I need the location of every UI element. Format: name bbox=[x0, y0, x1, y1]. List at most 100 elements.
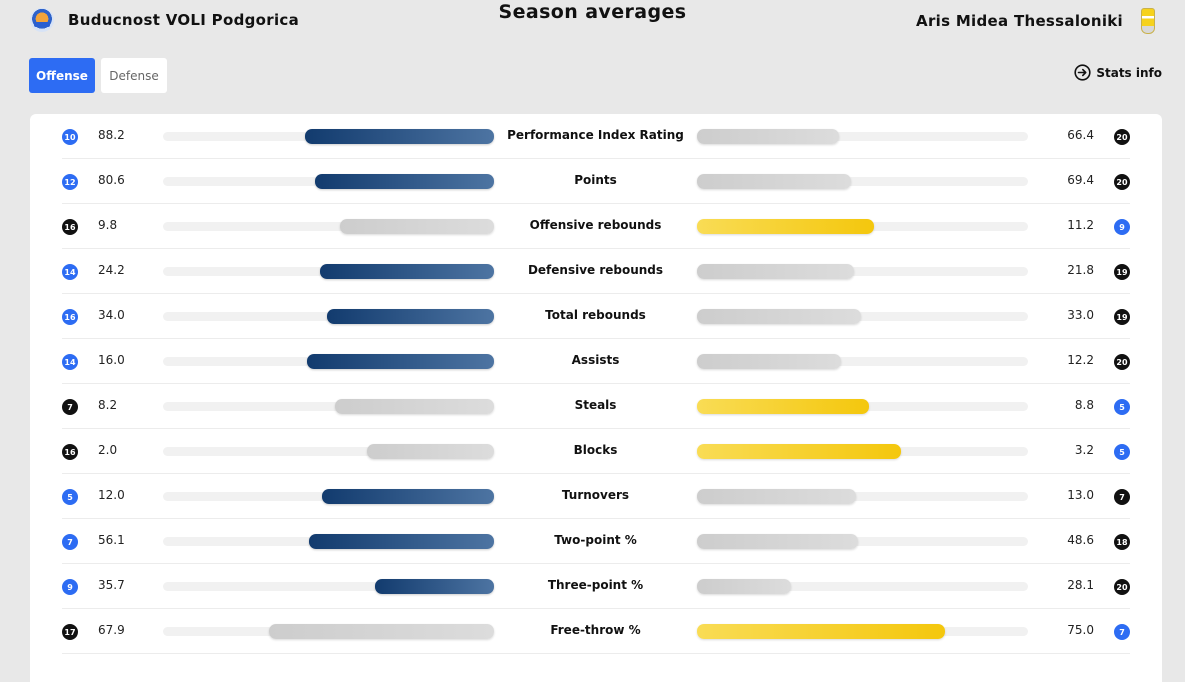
away-stat-bar bbox=[697, 489, 856, 504]
away-stat-bar bbox=[697, 354, 841, 369]
away-stat-bar-track bbox=[697, 579, 1028, 594]
home-rank-badge: 9 bbox=[62, 579, 78, 595]
away-stat-value: 3.2 bbox=[1074, 443, 1094, 457]
stat-row: 5 12.0 Turnovers 13.0 7 bbox=[62, 474, 1130, 519]
stat-row: 12 80.6 Points 69.4 20 bbox=[62, 159, 1130, 204]
home-stat-value: 24.2 bbox=[98, 263, 125, 277]
away-rank-badge: 9 bbox=[1114, 219, 1130, 235]
home-stat-bar-track bbox=[163, 309, 494, 324]
away-stat-bar-track bbox=[697, 534, 1028, 549]
arrow-circle-right-icon bbox=[1074, 64, 1091, 81]
away-stat-value: 11.2 bbox=[1067, 218, 1094, 232]
away-stat-value: 48.6 bbox=[1067, 533, 1094, 547]
away-stat-value: 33.0 bbox=[1067, 308, 1094, 322]
away-stat-bar bbox=[697, 264, 855, 279]
away-stat-bar bbox=[697, 309, 861, 324]
away-team[interactable]: Aris Midea Thessaloniki bbox=[916, 8, 1155, 34]
home-stat-bar bbox=[366, 444, 494, 459]
stat-row: 14 16.0 Assists 12.2 20 bbox=[62, 339, 1130, 384]
home-rank-badge: 16 bbox=[62, 309, 78, 325]
home-stat-value: 12.0 bbox=[98, 488, 125, 502]
away-rank-badge: 18 bbox=[1114, 534, 1130, 550]
home-stat-value: 80.6 bbox=[98, 173, 125, 187]
away-stat-bar-track bbox=[697, 624, 1028, 639]
header: Buducnost VOLI Podgorica Season averages… bbox=[0, 0, 1185, 50]
stat-label: Turnovers bbox=[561, 488, 630, 502]
away-stat-bar-track bbox=[697, 399, 1028, 414]
stat-label: Two-point % bbox=[554, 533, 637, 547]
home-stat-value: 2.0 bbox=[98, 443, 118, 457]
away-stat-value: 21.8 bbox=[1067, 263, 1094, 277]
home-stat-bar bbox=[320, 264, 494, 279]
tab-offense[interactable]: Offense bbox=[29, 58, 95, 93]
away-stat-bar-track bbox=[697, 489, 1028, 504]
stat-label: Assists bbox=[571, 353, 620, 367]
stats-info-link[interactable]: Stats info bbox=[1074, 64, 1162, 81]
away-stat-bar bbox=[697, 534, 858, 549]
away-stat-bar bbox=[697, 129, 840, 144]
home-stat-value: 8.2 bbox=[98, 398, 118, 412]
away-stat-bar-track bbox=[697, 129, 1028, 144]
home-stat-value: 56.1 bbox=[98, 533, 125, 547]
home-rank-badge: 7 bbox=[62, 534, 78, 550]
home-stat-bar-track bbox=[163, 354, 494, 369]
home-rank-badge: 16 bbox=[62, 444, 78, 460]
home-rank-badge: 14 bbox=[62, 354, 78, 370]
away-stat-value: 66.4 bbox=[1067, 128, 1094, 142]
stat-row: 7 56.1 Two-point % 48.6 18 bbox=[62, 519, 1130, 564]
stat-label: Total rebounds bbox=[545, 308, 646, 322]
home-rank-badge: 10 bbox=[62, 129, 78, 145]
home-stat-bar bbox=[307, 354, 494, 369]
away-rank-badge: 5 bbox=[1114, 399, 1130, 415]
away-stat-bar-track bbox=[697, 174, 1028, 189]
away-rank-badge: 20 bbox=[1114, 129, 1130, 145]
home-rank-badge: 5 bbox=[62, 489, 78, 505]
home-stat-value: 35.7 bbox=[98, 578, 125, 592]
home-stat-bar-track bbox=[163, 399, 494, 414]
home-team-logo bbox=[30, 8, 54, 32]
home-stat-value: 67.9 bbox=[98, 623, 125, 637]
away-stat-bar-track bbox=[697, 264, 1028, 279]
away-rank-badge: 20 bbox=[1114, 174, 1130, 190]
away-rank-badge: 7 bbox=[1114, 624, 1130, 640]
tab-defense[interactable]: Defense bbox=[101, 58, 167, 93]
stat-label: Defensive rebounds bbox=[527, 263, 664, 277]
away-stat-bar-track bbox=[697, 309, 1028, 324]
stat-tabs: Offense Defense bbox=[29, 58, 167, 93]
page-title: Season averages bbox=[498, 1, 687, 23]
home-stat-bar-track bbox=[163, 174, 494, 189]
stat-row: 16 34.0 Total rebounds 33.0 19 bbox=[62, 294, 1130, 339]
away-rank-badge: 19 bbox=[1114, 309, 1130, 325]
home-stat-value: 16.0 bbox=[98, 353, 125, 367]
stat-label: Free-throw % bbox=[550, 623, 641, 637]
away-team-logo bbox=[1141, 8, 1155, 34]
home-stat-bar-track bbox=[163, 624, 494, 639]
home-stat-bar bbox=[308, 534, 494, 549]
stats-info-label: Stats info bbox=[1096, 65, 1162, 80]
stat-row: 7 8.2 Steals 8.8 5 bbox=[62, 384, 1130, 429]
home-stat-bar bbox=[305, 129, 494, 144]
home-stat-bar bbox=[321, 489, 494, 504]
stat-row: 17 67.9 Free-throw % 75.0 7 bbox=[62, 609, 1130, 654]
home-stat-bar-track bbox=[163, 264, 494, 279]
home-rank-badge: 12 bbox=[62, 174, 78, 190]
away-stat-value: 12.2 bbox=[1067, 353, 1094, 367]
away-stat-value: 75.0 bbox=[1067, 623, 1094, 637]
home-team[interactable]: Buducnost VOLI Podgorica bbox=[30, 8, 299, 32]
away-stat-bar-track bbox=[697, 444, 1028, 459]
home-stat-value: 9.8 bbox=[98, 218, 118, 232]
away-stat-bar bbox=[697, 444, 901, 459]
home-stat-bar-track bbox=[163, 129, 494, 144]
stat-label: Steals bbox=[574, 398, 617, 412]
away-stat-value: 28.1 bbox=[1067, 578, 1094, 592]
home-rank-badge: 17 bbox=[62, 624, 78, 640]
stat-label: Offensive rebounds bbox=[529, 218, 662, 232]
home-stat-value: 34.0 bbox=[98, 308, 125, 322]
away-stat-value: 8.8 bbox=[1074, 398, 1094, 412]
away-stat-value: 13.0 bbox=[1067, 488, 1094, 502]
stat-row: 16 2.0 Blocks 3.2 5 bbox=[62, 429, 1130, 474]
away-stat-value: 69.4 bbox=[1067, 173, 1094, 187]
home-stat-bar-track bbox=[163, 579, 494, 594]
stat-row: 10 88.2 Performance Index Rating 66.4 20 bbox=[62, 114, 1130, 159]
home-stat-bar-track bbox=[163, 444, 494, 459]
